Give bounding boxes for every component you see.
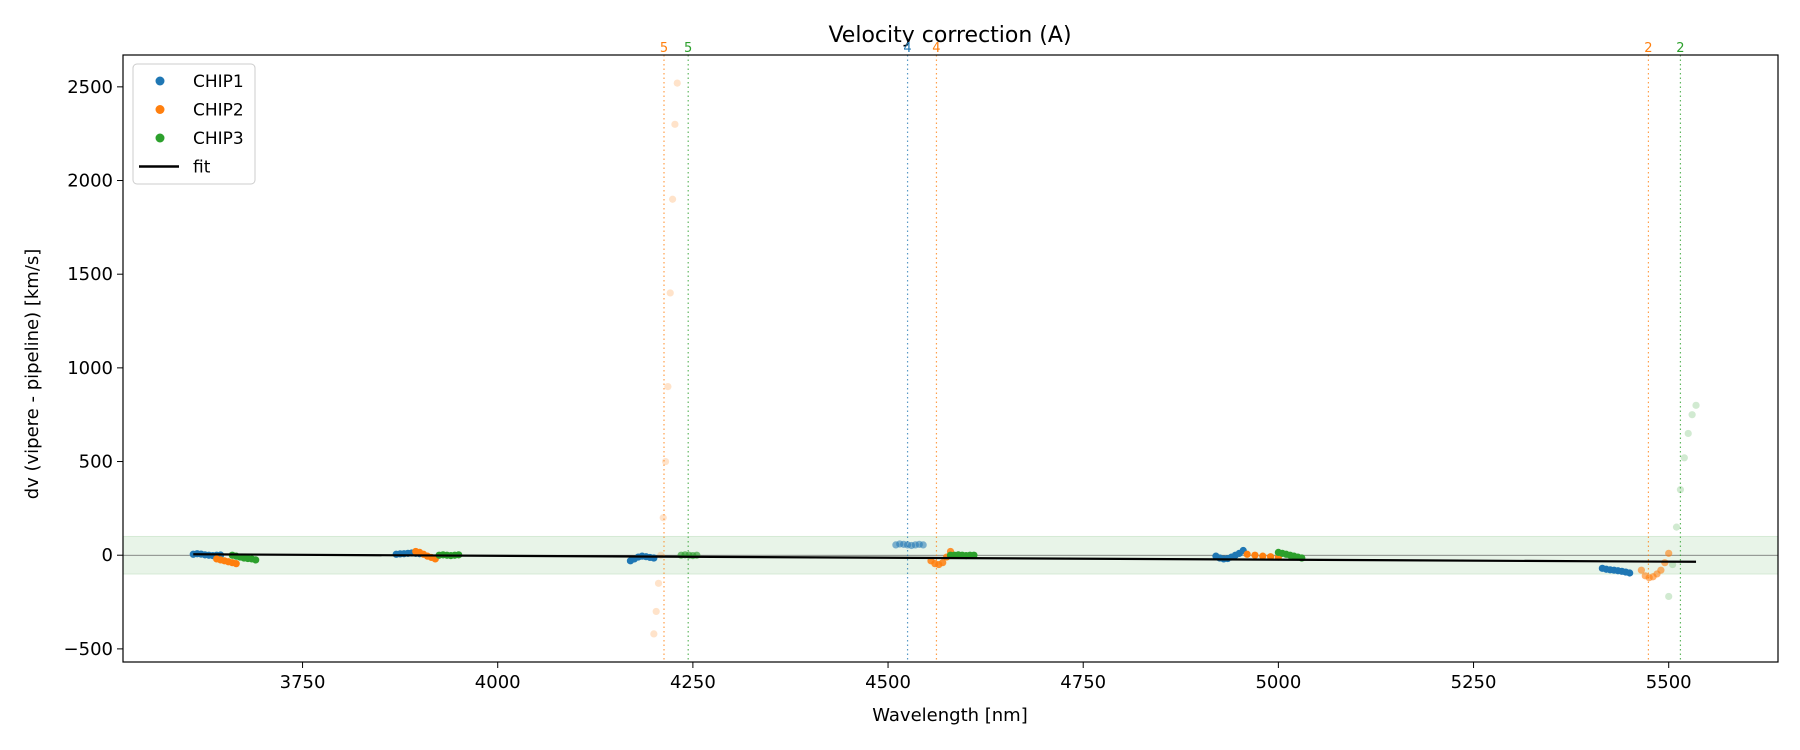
data-point-chip2	[661, 457, 670, 466]
data-point-chip2	[666, 289, 674, 297]
order-marker-label: 5	[660, 41, 668, 56]
order-marker-label: 4	[932, 41, 940, 56]
data-point-chip2	[671, 120, 679, 128]
data-point-chip2	[1266, 553, 1275, 561]
x-tick-label: 3750	[280, 672, 326, 693]
order-marker-label: 2	[1676, 41, 1684, 56]
legend-label-fit: fit	[193, 158, 211, 178]
legend-marker-chip2	[155, 105, 165, 114]
legend-marker-chip1	[155, 76, 165, 86]
data-point-chip2	[657, 551, 665, 559]
x-tick-label: 4250	[670, 672, 716, 693]
data-point-chip2	[659, 514, 667, 522]
order-marker-label: 2	[1644, 41, 1652, 56]
y-tick-label: −500	[64, 639, 113, 660]
data-point-chip2	[1259, 552, 1267, 560]
data-point-chip2	[1657, 566, 1665, 574]
fit-line	[193, 553, 1697, 563]
data-point-chip2	[1251, 551, 1259, 559]
x-tick-label: 4500	[865, 672, 911, 693]
chart-title: Velocity correction (A)	[828, 23, 1071, 48]
data-point-chip2	[939, 559, 947, 567]
x-tick-label: 5000	[1255, 672, 1301, 693]
data-point-chip2	[654, 579, 663, 587]
legend: CHIP1 CHIP2 CHIP3 fit	[132, 63, 256, 185]
legend-marker-chip3	[155, 133, 165, 143]
data-point-chip3	[1669, 560, 1677, 569]
y-tick-label: 0	[102, 545, 113, 566]
data-point-chip3	[1684, 429, 1692, 438]
y-tick-label: 2000	[67, 171, 113, 192]
data-point-chip3	[1688, 411, 1696, 419]
y-tick-label: 500	[79, 452, 113, 473]
data-point-chip3	[970, 551, 978, 559]
data-point-chip3	[1672, 523, 1681, 531]
data-point-chip2	[650, 630, 658, 638]
x-tick-label: 5250	[1451, 672, 1497, 693]
data-point-chip2	[1665, 549, 1673, 557]
data-point-chip2	[668, 195, 677, 203]
data-point-chip1	[1626, 569, 1634, 577]
order-marker-label: 4	[903, 41, 911, 56]
data-point-chip3	[252, 556, 260, 564]
plot-frame	[122, 54, 1779, 663]
order-marker-label: 5	[684, 41, 692, 56]
data-point-chip3	[1680, 454, 1688, 462]
y-tick-label: 2500	[67, 77, 113, 98]
y-tick-label: 1500	[67, 264, 113, 285]
data-point-chip3	[1676, 486, 1685, 494]
plot-data-layer	[123, 55, 1778, 662]
legend-label-chip1: CHIP1	[193, 72, 244, 92]
data-point-chip2	[232, 560, 240, 568]
data-point-chip3	[1692, 401, 1700, 409]
legend-box	[132, 63, 256, 185]
data-point-chip2	[664, 383, 672, 391]
legend-label-chip3: CHIP3	[193, 129, 244, 149]
x-tick-label: 4000	[475, 672, 521, 693]
legend-label-chip2: CHIP2	[193, 101, 244, 121]
y-axis-label: dv (vipere - pipeline) [km/s]	[22, 249, 43, 500]
data-point-chip2	[673, 79, 681, 87]
x-tick-label: 4750	[1060, 672, 1106, 693]
data-point-chip2	[652, 607, 660, 616]
y-tick-label: 1000	[67, 358, 113, 379]
data-point-chip2	[1637, 566, 1645, 574]
x-axis-label: Wavelength [nm]	[872, 705, 1028, 726]
data-point-chip2	[1243, 550, 1251, 558]
x-tick-label: 5500	[1646, 672, 1692, 693]
data-point-chip1	[919, 541, 927, 549]
data-point-chip3	[1665, 592, 1673, 601]
